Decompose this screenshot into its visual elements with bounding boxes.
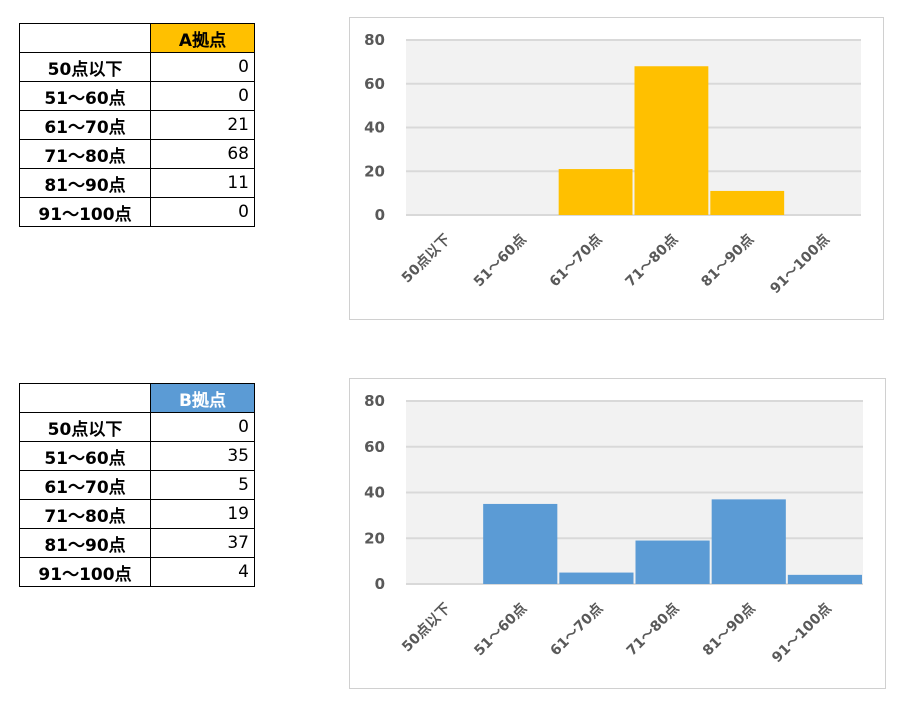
- row-value: 35: [150, 441, 255, 471]
- y-tick-label: 40: [364, 484, 385, 502]
- row-label: 50点以下: [19, 412, 151, 442]
- row-label: 91〜100点: [19, 557, 151, 587]
- table-row: 91〜100点 0: [19, 197, 255, 227]
- table-header-a: A拠点: [150, 23, 255, 53]
- row-label: 71〜80点: [19, 499, 151, 529]
- x-tick-label: 50点以下: [398, 600, 453, 655]
- table-a: A拠点 50点以下 0 51〜60点 0 61〜70点 21 71〜80点 68…: [19, 23, 255, 227]
- table-corner-cell: [19, 383, 151, 413]
- bar: [711, 499, 786, 584]
- row-value: 4: [150, 557, 255, 587]
- x-tick-label: 91〜100点: [768, 600, 834, 666]
- x-tick-label: 51〜60点: [470, 231, 529, 290]
- table-header-row: A拠点: [19, 23, 255, 53]
- y-tick-label: 0: [375, 575, 385, 593]
- x-tick-label: 50点以下: [398, 231, 453, 286]
- row-value: 0: [150, 197, 255, 227]
- y-tick-label: 20: [364, 162, 385, 180]
- bar: [634, 66, 709, 215]
- row-label: 51〜60点: [19, 81, 151, 111]
- table-row: 51〜60点 0: [19, 81, 255, 111]
- row-label: 61〜70点: [19, 470, 151, 500]
- chart-b-svg: 0 20 40 60 80 50点以下 51〜60点 61〜70点 71〜80点 81〜90点 91…: [364, 392, 863, 666]
- table-row: 91〜100点 4: [19, 557, 255, 587]
- table-header-row: B拠点: [19, 383, 255, 413]
- table-row: 61〜70点 5: [19, 470, 255, 500]
- x-tick-label: 81〜90点: [698, 231, 757, 290]
- row-value: 21: [150, 110, 255, 140]
- y-tick-label: 40: [364, 119, 385, 137]
- table-row: 50点以下 0: [19, 52, 255, 82]
- y-tick-label: 60: [364, 75, 385, 93]
- row-label: 81〜90点: [19, 168, 151, 198]
- x-tick-label: 61〜70点: [546, 231, 605, 290]
- y-tick-label: 80: [364, 31, 385, 49]
- row-label: 61〜70点: [19, 110, 151, 140]
- row-label: 81〜90点: [19, 528, 151, 558]
- y-tick-label: 0: [375, 206, 385, 224]
- chart-a-svg: 0 20 40 60 80 50点以下 51〜60点 61〜70点 71〜80点 81〜90点 91…: [364, 31, 861, 297]
- row-label: 71〜80点: [19, 139, 151, 169]
- y-tick-label: 80: [364, 392, 385, 410]
- y-tick-label: 60: [364, 438, 385, 456]
- row-value: 19: [150, 499, 255, 529]
- x-tick-label: 61〜70点: [547, 600, 606, 659]
- row-value: 37: [150, 528, 255, 558]
- x-tick-label: 81〜90点: [699, 600, 758, 659]
- table-corner-cell: [19, 23, 151, 53]
- x-tick-label: 71〜80点: [623, 600, 682, 659]
- bar: [635, 540, 710, 584]
- table-b: B拠点 50点以下 0 51〜60点 35 61〜70点 5 71〜80点 19…: [19, 383, 255, 587]
- row-value: 11: [150, 168, 255, 198]
- row-value: 0: [150, 52, 255, 82]
- bar: [559, 572, 634, 584]
- row-value: 0: [150, 81, 255, 111]
- table-row: 50点以下 0: [19, 412, 255, 442]
- x-tick-label: 91〜100点: [767, 231, 833, 297]
- bar: [710, 190, 785, 215]
- row-value: 5: [150, 470, 255, 500]
- table-row: 61〜70点 21: [19, 110, 255, 140]
- row-value: 0: [150, 412, 255, 442]
- table-row: 51〜60点 35: [19, 441, 255, 471]
- table-row: 71〜80点 68: [19, 139, 255, 169]
- table-row: 71〜80点 19: [19, 499, 255, 529]
- table-row: 81〜90点 11: [19, 168, 255, 198]
- chart-b: 0 20 40 60 80 50点以下 51〜60点 61〜70点 71〜80点 81〜90点 91…: [349, 378, 886, 689]
- row-label: 50点以下: [19, 52, 151, 82]
- table-header-b: B拠点: [150, 383, 255, 413]
- row-label: 91〜100点: [19, 197, 151, 227]
- x-tick-label: 71〜80点: [622, 231, 681, 290]
- row-value: 68: [150, 139, 255, 169]
- chart-a: 0 20 40 60 80 50点以下 51〜60点 61〜70点 71〜80点 81〜90点 91…: [349, 17, 884, 320]
- y-tick-label: 20: [364, 529, 385, 547]
- row-label: 51〜60点: [19, 441, 151, 471]
- bar: [483, 503, 558, 584]
- bar: [787, 574, 862, 584]
- bar: [558, 169, 633, 215]
- x-tick-label: 51〜60点: [471, 600, 530, 659]
- table-row: 81〜90点 37: [19, 528, 255, 558]
